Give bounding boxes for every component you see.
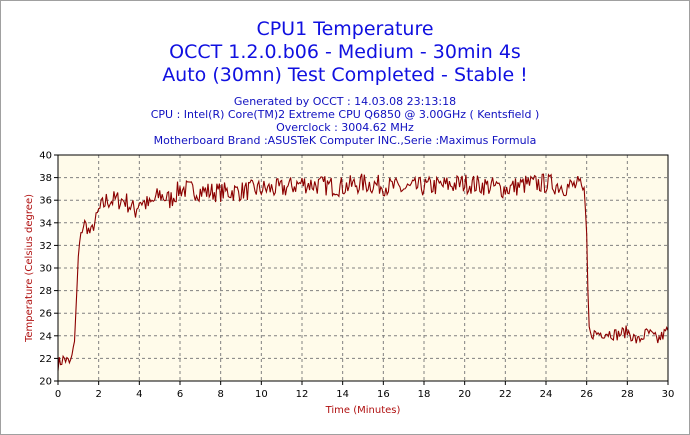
x-tick-label: 4 [136, 389, 142, 400]
y-tick-label: 36 [39, 196, 52, 207]
x-axis-ticks: 0 2 4 6 8 10 12 14 16 18 20 22 24 26 28 30 [55, 381, 675, 400]
y-tick-label: 24 [39, 331, 52, 342]
x-tick-label: 12 [296, 389, 309, 400]
x-tick-label: 18 [418, 389, 431, 400]
chart-subtitle-test: OCCT 1.2.0.b06 - Medium - 30min 4s [169, 41, 521, 63]
chart-info: Generated by OCCT : 14.03.08 23:13:18 CP… [0, 95, 690, 147]
x-tick-label: 14 [336, 389, 349, 400]
y-axis-title: Temperature (Celsius degree) [24, 194, 35, 343]
x-tick-label: 30 [662, 389, 675, 400]
x-tick-label: 16 [377, 389, 390, 400]
x-tick-label: 6 [177, 389, 183, 400]
x-tick-label: 0 [55, 389, 61, 400]
x-tick-label: 20 [458, 389, 471, 400]
x-tick-label: 8 [217, 389, 223, 400]
info-overclock: Overclock : 3004.62 MHz [276, 121, 414, 134]
y-tick-label: 32 [39, 241, 52, 252]
y-tick-label: 28 [39, 286, 52, 297]
info-generated: Generated by OCCT : 14.03.08 23:13:18 [233, 95, 457, 108]
x-tick-label: 28 [621, 389, 634, 400]
x-tick-label: 10 [255, 389, 268, 400]
x-tick-label: 2 [95, 389, 101, 400]
y-tick-label: 34 [39, 218, 52, 229]
info-motherboard: Motherboard Brand :ASUSTeK Computer INC.… [153, 134, 537, 147]
y-tick-label: 26 [39, 309, 52, 320]
x-tick-label: 24 [540, 389, 553, 400]
x-tick-label: 26 [580, 389, 593, 400]
chart-subtitle-status: Auto (30mn) Test Completed - Stable ! [162, 64, 528, 86]
y-tick-label: 40 [39, 151, 52, 162]
info-cpu: CPU : Intel(R) Core(TM)2 Extreme CPU Q68… [150, 108, 540, 121]
chart-titles: CPU1 Temperature OCCT 1.2.0.b06 - Medium… [0, 18, 690, 87]
y-tick-label: 30 [39, 264, 52, 275]
y-axis-ticks: 20 22 24 26 28 30 32 34 36 38 40 [39, 151, 58, 388]
y-tick-label: 22 [39, 354, 52, 365]
y-tick-label: 38 [39, 173, 52, 184]
y-tick-label: 20 [39, 377, 52, 388]
series-line-cpu1 [57, 173, 669, 371]
x-axis-title: Time (Minutes) [325, 405, 401, 416]
x-tick-label: 22 [499, 389, 512, 400]
chart-title: CPU1 Temperature [256, 18, 434, 40]
